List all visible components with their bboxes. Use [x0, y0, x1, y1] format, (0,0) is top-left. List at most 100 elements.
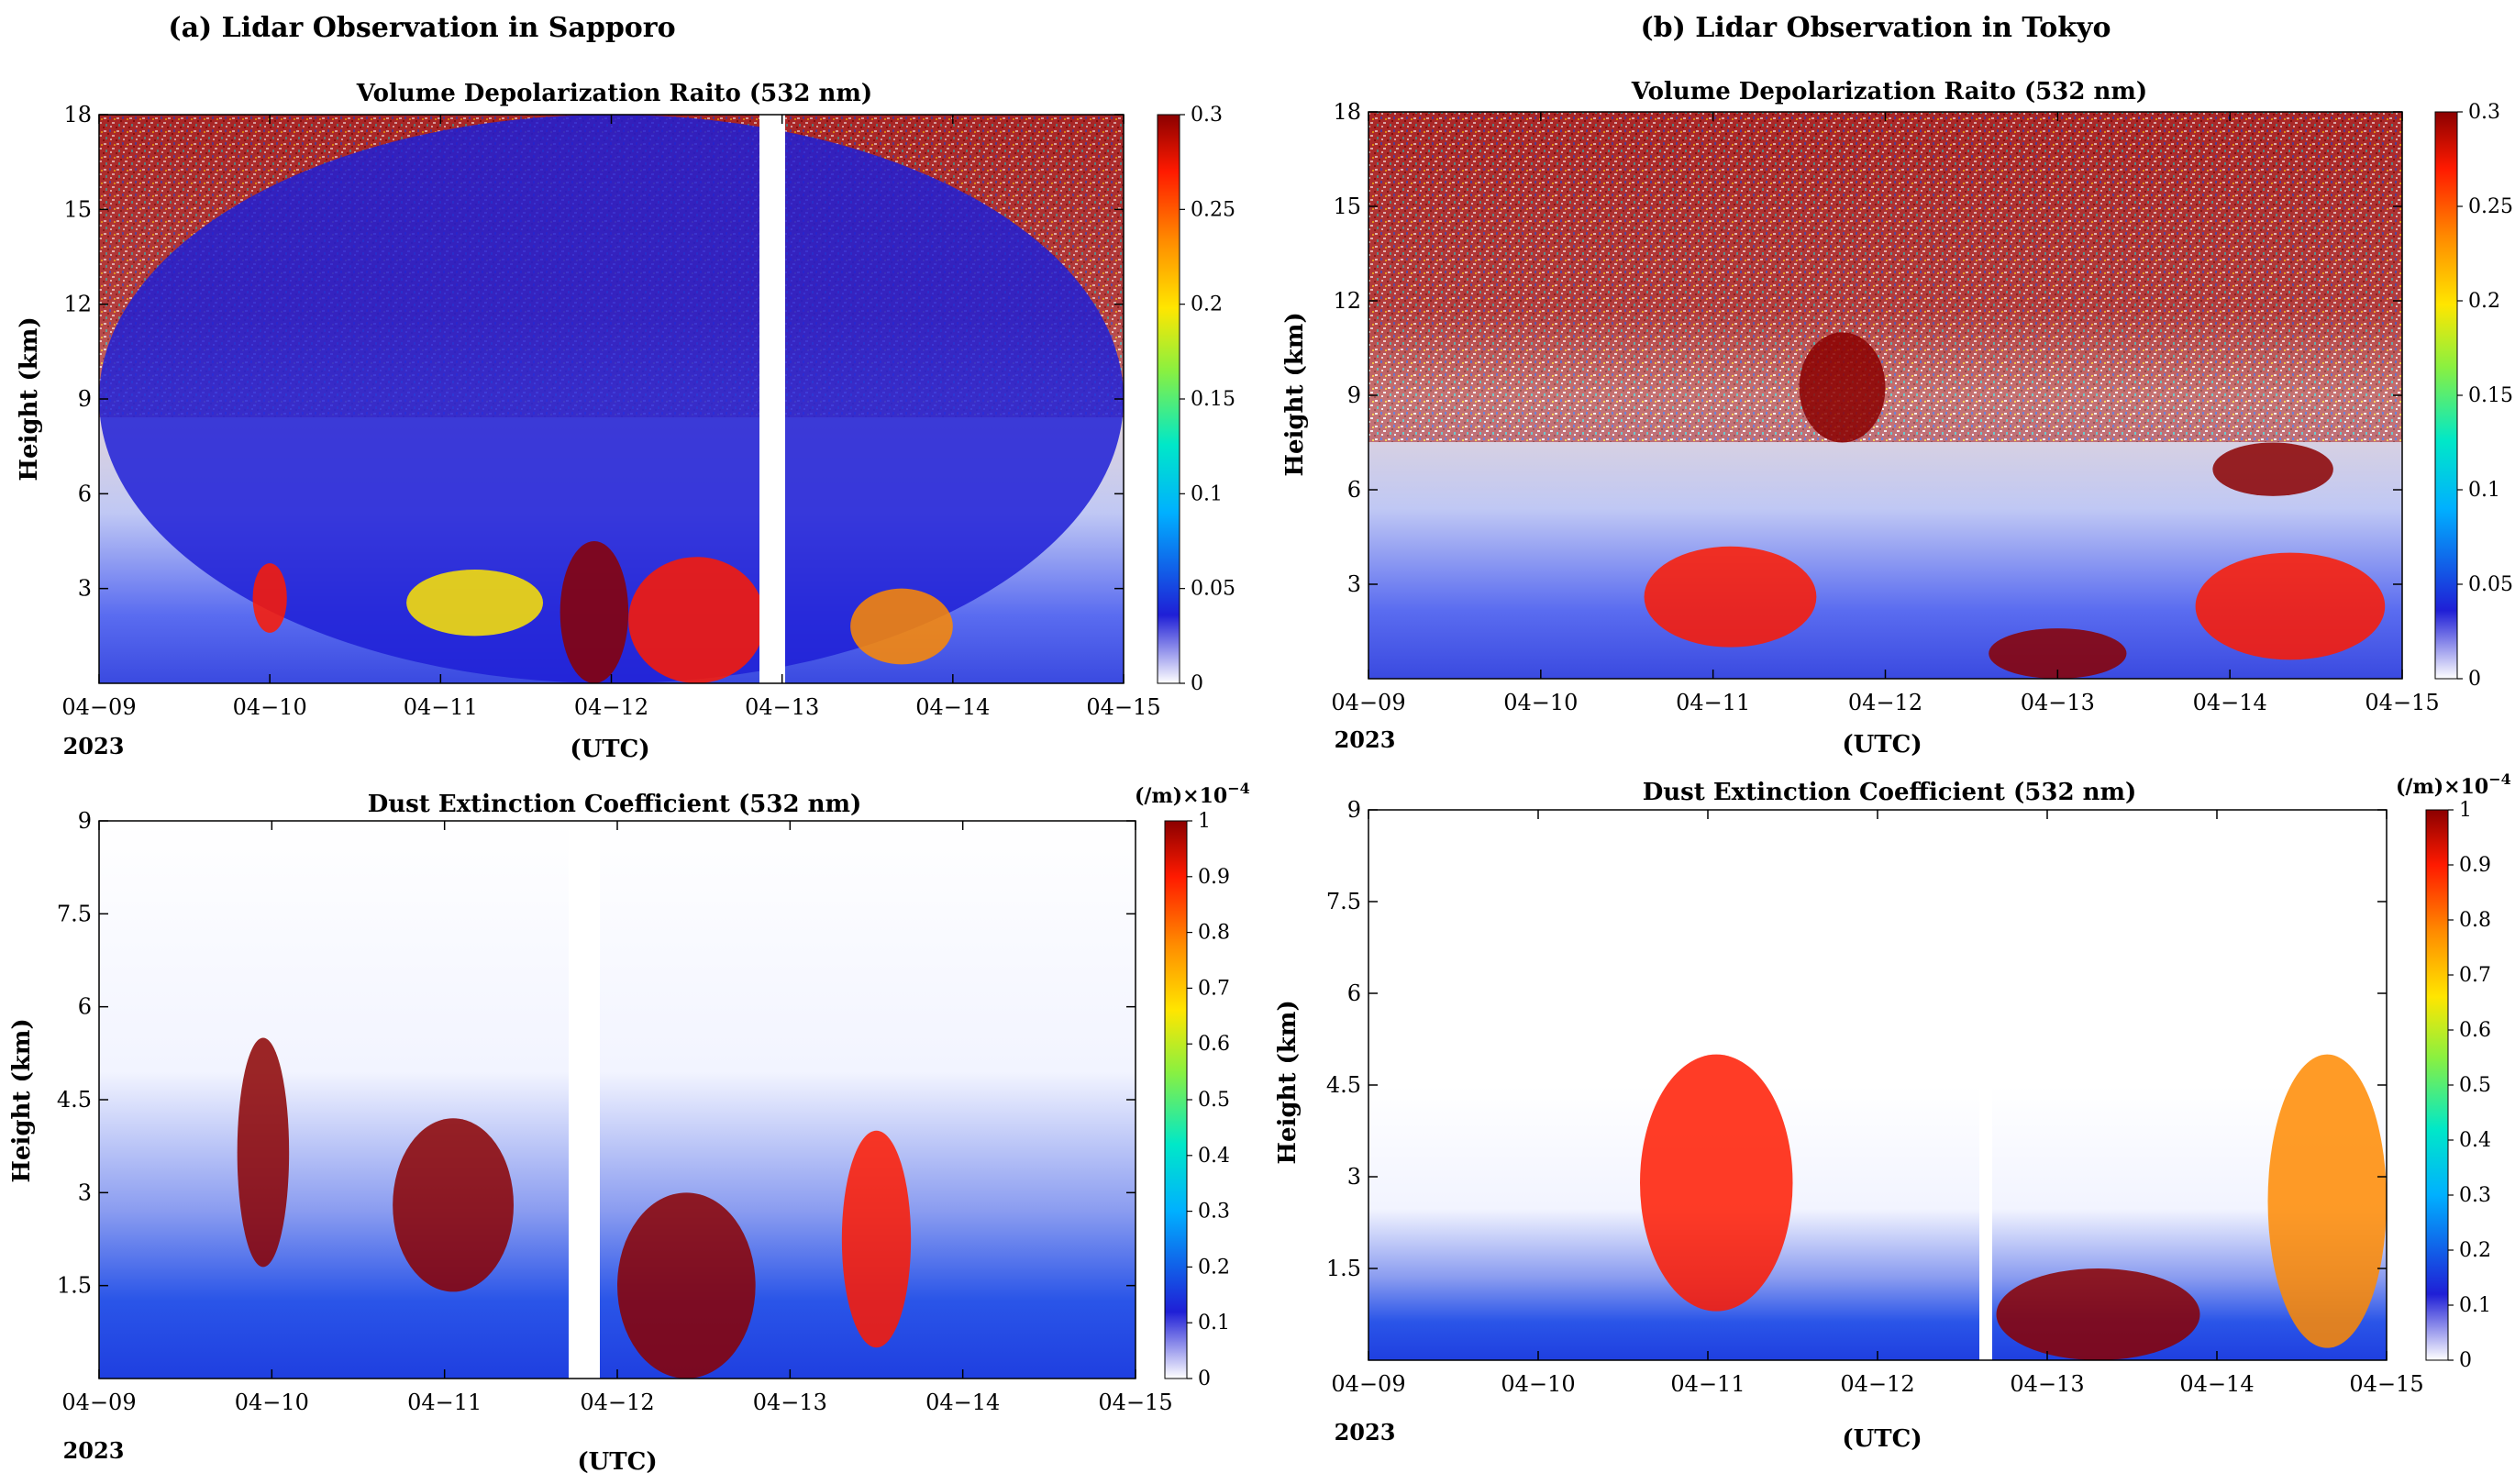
colorbar-scale: [1157, 114, 1180, 684]
panel-a-heading: (a) Lidar Observation in Sapporo: [168, 12, 675, 44]
y-tick-label: 1.5: [1326, 1256, 1361, 1281]
colorbar-tick-label: 0.1: [2468, 479, 2500, 502]
plot-b-depol: Volume Depolarization Raito (532 nm) 3 6 9…: [1281, 78, 2513, 759]
aerosol-layer: [252, 563, 287, 633]
aerosol-layer: [560, 541, 629, 683]
colorbar-tick-label: 0.4: [1198, 1145, 1230, 1168]
svg-text:(/m)×10−4: (/m)×10−4: [2396, 770, 2511, 799]
colorbar-tick-label: 0.05: [2468, 573, 2513, 596]
aerosol-layer: [628, 557, 766, 683]
colorbar-tick-label: 0.2: [2468, 290, 2500, 313]
x-tick-label: 04−11: [1670, 1371, 1745, 1397]
x-axis-label: (UTC): [1842, 731, 1922, 759]
y-axis-label: Height (km): [16, 316, 43, 481]
colorbar-scale: [2434, 111, 2458, 680]
x-tick-label: 04−10: [233, 694, 307, 720]
colorbar-tick-label: 0.15: [1191, 388, 1235, 411]
x-tick-label: 04−14: [2193, 690, 2267, 715]
plot-a-depol: Volume Depolarization Raito (532 nm) 3 6 9…: [16, 80, 1235, 763]
y-tick-label: 12: [63, 292, 92, 317]
aerosol-layer: [99, 115, 1124, 683]
x-tick-label: 04−12: [1848, 690, 1922, 715]
colorbar-tick-label: 0: [1198, 1368, 1211, 1390]
colorbar-tick-label: 0.1: [2459, 1294, 2491, 1317]
y-axis-label: Height (km): [8, 1018, 36, 1182]
colorbar-tick-label: 0.1: [1198, 1312, 1230, 1334]
y-tick-label: 15: [1333, 194, 1361, 219]
y-tick-label: 6: [78, 994, 92, 1020]
colorbar-tick-label: 0.3: [1198, 1201, 1230, 1224]
aerosol-layer: [2267, 1054, 2387, 1348]
x-tick-label: 04−11: [1676, 690, 1750, 715]
colorbar-scale: [2425, 809, 2449, 1361]
heatmap-noise: [1368, 112, 2402, 442]
x-tick-label: 04−13: [2010, 1371, 2084, 1397]
heatmap-field: [99, 115, 1124, 683]
x-tick-label: 04−14: [915, 694, 990, 720]
x-tick-label: 04−09: [61, 694, 136, 720]
aerosol-layer: [1989, 628, 2127, 679]
y-tick-label: 3: [1347, 571, 1361, 597]
y-tick-label: 7.5: [57, 901, 92, 926]
colorbar-tick-label: 0.2: [2459, 1239, 2491, 1262]
colorbar-tick-label: 0.8: [1198, 922, 1230, 945]
colorbar-tick-label: 0.6: [1198, 1033, 1230, 1056]
x-tick-label: 04−15: [2365, 690, 2439, 715]
aerosol-layer: [1996, 1268, 2200, 1360]
colorbar-tick-label: 0.5: [1198, 1089, 1230, 1112]
colorbar-tick-label: 0.25: [2468, 195, 2513, 218]
colorbar-tick-label: 0.6: [2459, 1019, 2491, 1042]
y-tick-label: 18: [63, 102, 92, 127]
y-tick-label: 3: [78, 1179, 92, 1205]
colorbar-scale: [1164, 820, 1188, 1379]
plot-title: Dust Extinction Coefficient (532 nm): [368, 791, 862, 818]
x-tick-label: 04−12: [1840, 1371, 1914, 1397]
aerosol-layer: [1640, 1054, 1793, 1312]
colorbar-tick-label: 1: [2459, 799, 2472, 822]
y-axis-label: Height (km): [1274, 1000, 1302, 1164]
y-tick-label: 18: [1333, 99, 1361, 125]
x-tick-label: 04−10: [1503, 690, 1578, 715]
y-tick-label: 15: [63, 196, 92, 222]
aerosol-layer: [1644, 546, 1817, 648]
colorbar-tick-label: 0: [1191, 672, 1203, 695]
y-tick-label: 7.5: [1326, 889, 1361, 914]
colorbar-tick-label: 0.5: [2459, 1074, 2491, 1097]
aerosol-layer: [2195, 552, 2386, 660]
aerosol-layer: [617, 1192, 756, 1379]
plot-title: Volume Depolarization Raito (532 nm): [1631, 78, 2147, 105]
y-tick-label: 6: [78, 481, 92, 506]
colorbar-unit: (/m)×10−4: [2396, 770, 2511, 799]
aerosol-layer: [1799, 332, 1886, 443]
colorbar-tick-label: 0.3: [2459, 1184, 2491, 1207]
x-tick-label: 04−10: [1501, 1371, 1575, 1397]
colorbar-tick-label: 0.7: [1198, 977, 1230, 1000]
colorbar-tick-label: 0.3: [2468, 101, 2500, 124]
x-tick-label: 04−09: [1331, 690, 1405, 715]
panel-b-heading: (b) Lidar Observation in Tokyo: [1640, 12, 2111, 44]
svg-text:(/m)×10−4: (/m)×10−4: [1135, 780, 1250, 808]
heatmap-field: [1368, 1054, 2387, 1360]
data-gap: [1979, 1085, 1992, 1360]
colorbar-unit: (/m)×10−4: [1135, 780, 1250, 808]
colorbar-tick-label: 0.05: [1191, 578, 1235, 601]
y-tick-label: 9: [78, 386, 92, 412]
x-year-label: 2023: [63, 733, 125, 759]
colorbar-tick-label: 0.25: [1191, 198, 1235, 221]
colorbar-tick-label: 0.2: [1191, 293, 1223, 316]
plot-a-ext: Dust Extinction Coefficient (532 nm) (/m…: [8, 780, 1250, 1476]
x-tick-label: 04−12: [580, 1390, 654, 1415]
x-tick-label: 04−09: [61, 1390, 136, 1415]
y-tick-label: 12: [1333, 288, 1361, 314]
colorbar-unit-exponent: −4: [1227, 780, 1250, 797]
heatmap-field: [99, 821, 1136, 1379]
x-tick-label: 04−15: [2349, 1371, 2423, 1397]
aerosol-layer: [850, 588, 953, 665]
aerosol-layer: [2212, 442, 2333, 496]
colorbar-tick-label: 1: [1198, 810, 1211, 833]
y-tick-label: 3: [1347, 1164, 1361, 1190]
plot-b-ext: Dust Extinction Coefficient (532 nm) (/m…: [1274, 770, 2511, 1453]
colorbar-unit-base: (/m)×10: [1135, 784, 1227, 808]
x-tick-label: 04−09: [1331, 1371, 1405, 1397]
